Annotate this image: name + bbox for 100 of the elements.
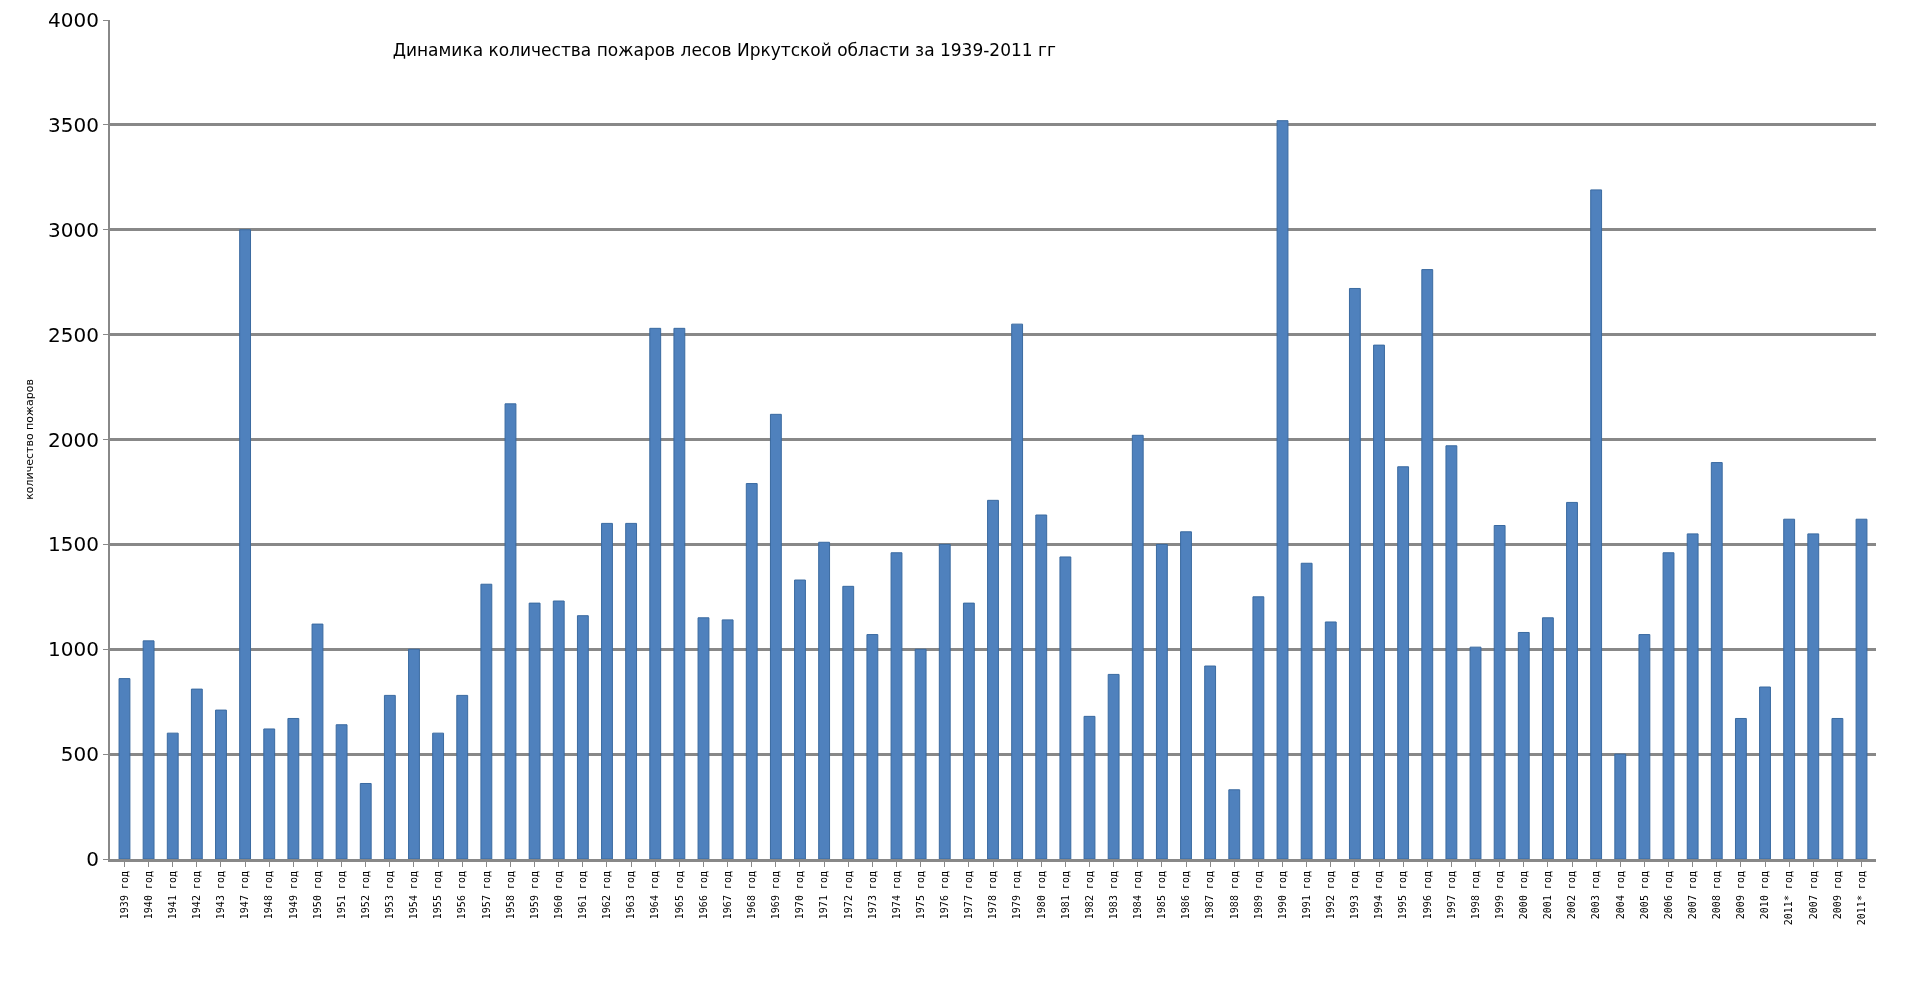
- x-tick-label: 1940 год: [142, 871, 154, 920]
- x-tick-label: 1947 год: [239, 871, 251, 920]
- bar: [818, 541, 831, 859]
- x-tick-label: 2000 год: [1518, 871, 1530, 920]
- bar: [1180, 531, 1192, 859]
- y-tick-label: 500: [60, 742, 99, 767]
- text: Динамика количества пожаров лесов Иркутской области за 1939-2011 гг: [392, 40, 1056, 61]
- bar: [1131, 434, 1144, 859]
- x-tick-label: 2007 год: [1686, 871, 1698, 920]
- bar: [480, 583, 493, 859]
- x-tick-label: 1962 год: [601, 871, 613, 920]
- x-tick-label: 1970 год: [794, 871, 806, 920]
- x-tick-label: 1997 год: [1445, 871, 1457, 920]
- x-tick-label: 1953 год: [384, 871, 396, 920]
- x-tick-label: 2004 год: [1614, 871, 1626, 920]
- x-tick-label: 1964 год: [649, 871, 661, 920]
- bar: [1373, 344, 1385, 859]
- y-tick-label: 1000: [48, 637, 99, 662]
- bar: [1421, 269, 1434, 859]
- bar: [1759, 686, 1771, 859]
- x-tick-label: 1975 год: [914, 871, 926, 920]
- bar: [552, 600, 565, 859]
- bar: [1590, 189, 1603, 859]
- bar: [914, 648, 927, 859]
- bar: [311, 623, 324, 859]
- x-tick-label: 1950 год: [311, 871, 323, 920]
- x-tick-label: 1960 год: [552, 871, 564, 920]
- x-tick-label: 1978 год: [987, 871, 999, 920]
- x-tick-label: 1949 год: [287, 871, 299, 920]
- x-tick-label: 1968 год: [745, 871, 757, 920]
- bar: [1638, 634, 1651, 859]
- bar: [1228, 789, 1241, 859]
- y-tick-label: 2000: [48, 427, 99, 452]
- bar: [1541, 617, 1554, 859]
- x-tick-label: 1985 год: [1156, 871, 1168, 920]
- x-tick-label: 1965 год: [673, 871, 685, 920]
- bar: [1566, 501, 1578, 859]
- x-tick-label: 2005 год: [1638, 871, 1650, 920]
- bar: [721, 619, 734, 859]
- x-tick-label: 1961 год: [577, 871, 589, 920]
- bar: [1710, 462, 1723, 859]
- bar: [842, 585, 855, 859]
- bar: [1734, 717, 1747, 859]
- bar: [625, 522, 638, 859]
- x-tick-label: 1989 год: [1252, 871, 1264, 920]
- y-tick-label: 0: [86, 847, 99, 871]
- bar: [1348, 287, 1361, 859]
- x-tick-label: 2002 год: [1566, 871, 1578, 920]
- y-tick-label: 1500: [48, 532, 99, 557]
- bar: [239, 229, 252, 859]
- bar: [263, 728, 276, 859]
- x-tick-label: 2003 год: [1590, 871, 1602, 920]
- bar: [456, 694, 469, 859]
- x-tick-label: 1986 год: [1180, 871, 1192, 920]
- x-tick-label: 1951 год: [335, 871, 347, 920]
- bar: [215, 709, 227, 859]
- bar: [166, 732, 179, 859]
- bar: [1300, 562, 1313, 859]
- x-tick-label: 1977 год: [963, 871, 975, 920]
- bar: [1831, 717, 1844, 859]
- bar: [1855, 518, 1868, 859]
- y-tick-label: 3500: [48, 112, 99, 137]
- bar: [1783, 518, 1796, 859]
- x-tick-label: 1963 год: [625, 871, 637, 920]
- bar: [1397, 466, 1410, 859]
- bar: [697, 617, 710, 859]
- x-tick-label: 1995 год: [1397, 871, 1409, 920]
- x-tick-label: 1982 год: [1083, 871, 1095, 920]
- x-tick-label: 1976 год: [939, 871, 950, 920]
- x-tick-label: 1992 год: [1325, 871, 1337, 920]
- bar: [142, 640, 155, 859]
- bar: [432, 732, 445, 859]
- x-tick-label: 1971 год: [818, 871, 830, 920]
- x-tick-label: 1959 год: [528, 871, 540, 920]
- bar: [1686, 533, 1699, 859]
- x-tick-label: 1974 год: [890, 871, 902, 920]
- bar: [1204, 665, 1217, 859]
- x-tick-label: 1988 год: [1228, 871, 1240, 920]
- x-tick-label: 1973 год: [866, 871, 878, 920]
- y-tick-label: 3000: [48, 217, 99, 242]
- x-tick-label: 2011* год: [1783, 871, 1795, 926]
- bar: [408, 648, 420, 859]
- bar: [1252, 596, 1265, 859]
- bar: [190, 688, 203, 859]
- bar: [287, 717, 300, 859]
- x-tick-label: 1994 год: [1373, 871, 1385, 920]
- x-tick-label: 1996 год: [1421, 871, 1433, 920]
- bar: [118, 678, 131, 859]
- bar: [1445, 445, 1458, 859]
- bar: [1517, 631, 1530, 859]
- bar: [649, 327, 662, 859]
- y-tick-label: 4000: [48, 8, 99, 32]
- bar: [576, 615, 589, 859]
- x-tick-label: 1956 год: [456, 871, 468, 920]
- x-tick-label: 2001 год: [1542, 871, 1554, 920]
- x-tick-label: 2009 год: [1831, 871, 1843, 920]
- bar: [794, 579, 806, 859]
- x-tick-label: 1990 год: [1276, 871, 1288, 920]
- bar: [1035, 514, 1048, 859]
- x-tick-label: 1958 год: [504, 871, 516, 920]
